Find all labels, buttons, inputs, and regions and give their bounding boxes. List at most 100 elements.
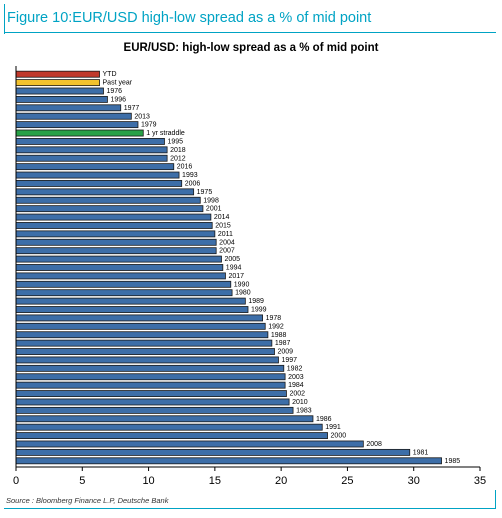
bar xyxy=(15,180,183,187)
bar-label: 1995 xyxy=(167,138,183,145)
x-tick-label: 25 xyxy=(341,475,353,487)
bar xyxy=(15,373,286,381)
bar xyxy=(15,280,232,288)
bar-label: 2008 xyxy=(366,441,382,448)
bar-label: 1998 xyxy=(203,197,219,204)
x-tick-label: 20 xyxy=(275,475,287,487)
bar xyxy=(15,440,364,448)
bar-label: YTD xyxy=(103,71,117,78)
bar-label: 1975 xyxy=(197,189,213,196)
bar-label: 1985 xyxy=(445,458,461,465)
frame-right-rule xyxy=(495,490,496,509)
bar xyxy=(15,95,108,103)
x-tick-label: 5 xyxy=(79,475,85,487)
bar xyxy=(15,79,100,87)
bar-label: 1997 xyxy=(281,357,297,364)
bar-label: 2006 xyxy=(185,180,201,187)
bar-label: 2016 xyxy=(177,164,193,171)
bar xyxy=(15,205,204,213)
frame-left-rule xyxy=(4,4,5,34)
chart-container: EUR/USD: high-low spread as a % of mid p… xyxy=(0,34,502,490)
bar-label: 1976 xyxy=(107,88,123,95)
bar-label: 1980 xyxy=(235,290,251,297)
bar xyxy=(15,222,213,229)
bar xyxy=(15,339,273,347)
bar-label: 2015 xyxy=(215,223,231,230)
bar xyxy=(15,381,286,389)
bar-label: 1993 xyxy=(182,172,198,179)
bar xyxy=(15,104,122,112)
bar xyxy=(15,146,168,154)
bar-label: 2007 xyxy=(219,248,235,255)
figure-header: Figure 10:EUR/USD high-low spread as a %… xyxy=(4,4,496,33)
bar-label: 2012 xyxy=(170,155,186,162)
bar xyxy=(15,272,226,280)
bar xyxy=(15,138,165,145)
bar xyxy=(15,390,287,397)
bar-label: 1984 xyxy=(288,382,304,389)
bar-label: 1988 xyxy=(271,332,287,339)
bar xyxy=(15,364,285,372)
bar-label: 1979 xyxy=(141,122,157,129)
bar xyxy=(15,423,323,431)
bar xyxy=(15,306,249,313)
bar xyxy=(15,196,201,204)
bar xyxy=(15,297,246,305)
bar xyxy=(15,314,263,322)
x-tick-label: 35 xyxy=(474,475,486,487)
x-tick-label: 10 xyxy=(142,475,154,487)
x-tick-label: 30 xyxy=(408,475,420,487)
bar xyxy=(15,432,328,440)
bar xyxy=(15,188,195,196)
bar-label: 1 yr straddle xyxy=(146,130,185,137)
bar-label: 2009 xyxy=(278,349,294,356)
bar xyxy=(15,356,279,364)
bar-label: 1977 xyxy=(124,105,140,112)
footer-rule xyxy=(4,508,496,509)
bar xyxy=(15,70,100,78)
bar-label: 1989 xyxy=(248,298,264,305)
bar xyxy=(15,448,411,456)
bar xyxy=(15,87,104,95)
bar-label: 2014 xyxy=(214,214,230,221)
x-tick-label: 15 xyxy=(209,475,221,487)
bar xyxy=(15,238,217,246)
bar xyxy=(15,348,275,355)
bar-label: Past year xyxy=(103,80,133,87)
bar-label: 1990 xyxy=(234,281,250,288)
bar-label: 2013 xyxy=(134,113,150,120)
bar-label: 1978 xyxy=(266,315,282,322)
bar xyxy=(15,213,212,221)
bar xyxy=(15,163,175,171)
bar xyxy=(15,171,180,179)
bar-label: 2001 xyxy=(206,206,222,213)
bar-label: 1991 xyxy=(325,424,341,431)
bar-label: 2011 xyxy=(218,231,233,238)
bar xyxy=(15,331,269,339)
bar xyxy=(15,112,132,120)
source-note: Source : Bloomberg Finance L.P, Deutsche… xyxy=(6,496,169,505)
bar-label: 1981 xyxy=(413,449,429,456)
bar xyxy=(15,129,144,137)
bar xyxy=(15,121,139,129)
bar-label: 2017 xyxy=(228,273,244,280)
bar-label: 1986 xyxy=(316,416,332,423)
bar-label: 1996 xyxy=(110,96,126,103)
bar xyxy=(15,230,216,238)
bar-label: 2005 xyxy=(224,256,240,263)
bar xyxy=(15,406,294,414)
bar-label: 2018 xyxy=(170,147,186,154)
bar-label: 2010 xyxy=(292,399,308,406)
bar xyxy=(15,264,224,271)
bar-label: 2000 xyxy=(331,433,347,440)
bar-label: 2004 xyxy=(219,239,235,246)
bar-label: 1982 xyxy=(287,365,303,372)
bar xyxy=(15,398,290,406)
x-tick-label: 0 xyxy=(13,475,19,487)
bar-label: 1994 xyxy=(226,265,242,272)
chart-title: EUR/USD: high-low spread as a % of mid p… xyxy=(123,42,379,54)
figure-title: Figure 10:EUR/USD high-low spread as a %… xyxy=(7,10,372,26)
bar-label: 1992 xyxy=(268,323,284,330)
bar-label: 2002 xyxy=(289,391,305,398)
